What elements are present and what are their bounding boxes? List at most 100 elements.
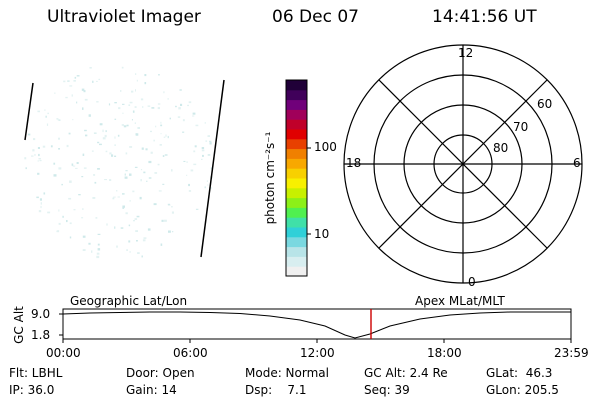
- gc-alt-info: GC Alt: 2.4 Re: [364, 366, 448, 380]
- image-speckle: [93, 132, 97, 134]
- ytick-label-1: 1.8: [31, 328, 51, 342]
- image-speckle: [134, 218, 138, 220]
- xtick-label-2359: 23:59: [554, 346, 589, 360]
- image-speckle: [122, 205, 125, 208]
- image-speckle: [96, 101, 99, 103]
- image-speckle: [150, 151, 153, 154]
- image-speckle: [42, 145, 46, 148]
- image-speckle: [129, 251, 131, 253]
- image-speckle: [97, 248, 101, 251]
- mlt-label-12: 12: [458, 46, 474, 60]
- image-speckle: [96, 80, 98, 82]
- image-speckle: [168, 230, 171, 233]
- image-speckle: [102, 129, 104, 133]
- image-speckle: [122, 193, 125, 195]
- image-speckle: [145, 148, 148, 151]
- image-speckle: [37, 172, 40, 175]
- image-speckle: [81, 88, 85, 91]
- image-speckle: [53, 174, 57, 177]
- image-speckle: [177, 116, 181, 118]
- image-speckle: [117, 134, 120, 137]
- colorbar: [286, 80, 307, 277]
- image-speckle: [139, 196, 142, 200]
- image-speckle: [91, 150, 94, 152]
- image-speckle: [132, 190, 135, 193]
- image-speckle: [61, 183, 63, 186]
- image-speckle: [111, 154, 114, 157]
- image-speckle: [151, 107, 155, 109]
- image-speckle: [167, 98, 169, 100]
- image-speckle: [141, 147, 144, 150]
- image-speckle: [137, 252, 140, 254]
- ip-info: IP: 36.0: [9, 383, 55, 397]
- image-speckle: [37, 110, 40, 113]
- image-speckle: [188, 183, 190, 187]
- image-speckle: [210, 167, 212, 170]
- image-speckle: [95, 217, 98, 219]
- image-speckle: [67, 80, 70, 82]
- image-speckle: [160, 243, 163, 246]
- image-speckle: [167, 135, 169, 139]
- image-speckle: [105, 130, 107, 133]
- image-speckle: [123, 125, 127, 128]
- image-speckle: [126, 124, 129, 127]
- image-speckle: [31, 155, 34, 157]
- date-label: 06 Dec 07: [272, 7, 359, 27]
- image-speckle: [105, 150, 108, 153]
- image-speckle: [120, 227, 124, 229]
- colorbar-segment: [286, 246, 307, 257]
- image-speckle: [116, 190, 118, 192]
- colorbar-segment: [286, 256, 307, 267]
- image-speckle: [204, 186, 206, 189]
- colorbar-segment: [286, 89, 307, 101]
- image-speckle: [143, 171, 146, 174]
- image-speckle: [69, 222, 72, 225]
- image-speckle: [142, 106, 144, 108]
- image-speckle: [129, 173, 132, 176]
- image-speckle: [114, 136, 116, 139]
- image-speckle: [38, 210, 42, 213]
- image-speckle: [33, 138, 36, 141]
- image-speckle: [140, 169, 143, 171]
- image-speckle: [158, 74, 160, 76]
- image-speckle: [44, 109, 46, 111]
- xtick-label-1800: 18:00: [427, 346, 462, 360]
- polar-diagonal-2: [378, 79, 548, 249]
- image-speckle: [84, 129, 87, 132]
- image-speckle: [167, 203, 170, 205]
- image-speckle: [74, 76, 77, 79]
- image-speckle: [88, 114, 91, 117]
- image-speckle: [108, 103, 111, 106]
- colorbar-segment: [286, 217, 307, 228]
- image-speckle: [142, 239, 146, 242]
- image-speckle: [73, 209, 76, 211]
- image-speckle: [144, 74, 147, 77]
- image-speckle: [148, 160, 152, 164]
- image-speckle: [82, 249, 86, 251]
- image-speckle: [46, 123, 49, 126]
- image-speckle: [97, 141, 100, 144]
- mlt-label-0: 0: [468, 275, 476, 289]
- image-speckle: [163, 136, 166, 138]
- altitude-curve: [62, 311, 571, 339]
- image-speckle: [135, 73, 137, 75]
- image-speckle: [62, 215, 64, 218]
- image-speckle: [190, 169, 194, 172]
- colorbar-segment: [286, 168, 307, 179]
- image-speckle: [144, 82, 147, 85]
- image-speckle: [128, 224, 131, 227]
- image-speckle: [150, 130, 152, 133]
- image-speckle: [39, 198, 42, 201]
- image-speckle: [114, 226, 116, 229]
- image-speckle: [114, 118, 117, 120]
- image-speckle: [50, 145, 53, 148]
- image-speckle: [93, 174, 96, 176]
- colorbar-unit-label: photon cm⁻²s⁻¹: [263, 131, 277, 225]
- image-speckle: [134, 122, 136, 124]
- image-speckle: [175, 105, 177, 108]
- image-speckle: [102, 137, 106, 140]
- image-speckle: [99, 143, 102, 146]
- image-speckle: [125, 212, 128, 215]
- image-speckle: [129, 200, 131, 202]
- image-speckle: [137, 127, 140, 129]
